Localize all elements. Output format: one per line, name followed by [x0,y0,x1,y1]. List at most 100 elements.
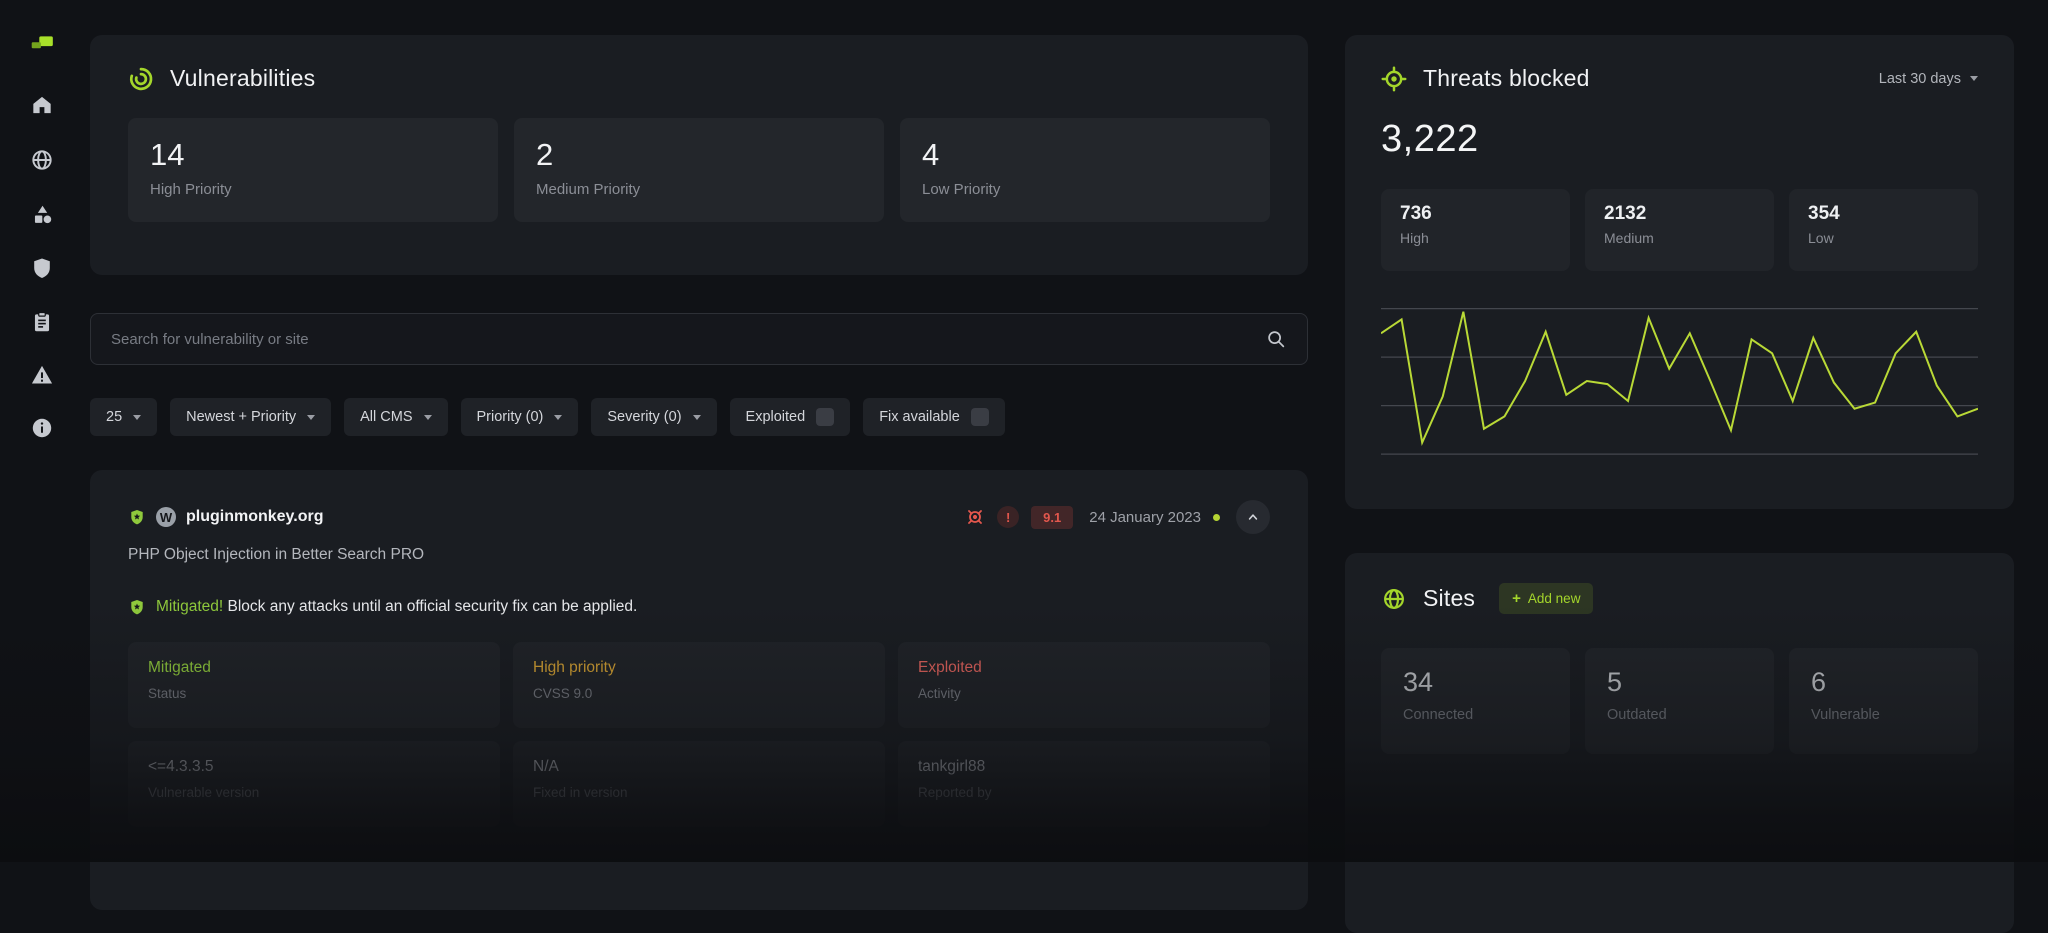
stat-label: Medium Priority [536,181,641,198]
sort-label: Newest + Priority [186,409,297,425]
threat-value: 2132 [1604,203,1647,224]
threat-label: Medium [1604,230,1654,246]
site-value: 34 [1403,667,1434,697]
detail-label: Activity [918,686,961,701]
shield-star-icon [128,598,146,616]
collapse-button[interactable] [1236,500,1270,534]
chevron-down-icon [133,414,142,420]
exploited-checkbox[interactable] [816,408,835,426]
threats-chart-svg [1381,308,1978,455]
detail-label: Vulnerable version [148,785,260,800]
detail-label: Fixed in version [533,785,628,800]
priority-dropdown[interactable]: Priority (0) [460,398,579,436]
mitigated-alert: Mitigated! Block any attacks until an of… [128,598,1270,616]
alert-status: Mitigated! [156,598,224,615]
fix-available-checkbox[interactable] [970,408,989,426]
fix-available-label: Fix available [879,409,960,425]
site-label: Vulnerable [1811,707,1880,723]
patchstack-logo-icon[interactable] [29,32,55,58]
entry-site-link[interactable]: W pluginmonkey.org [128,507,323,527]
plus-icon: + [1512,590,1521,607]
fix-available-filter[interactable]: Fix available [863,398,1005,436]
detail-vulnerable-version: <=4.3.3.5 Vulnerable version [128,741,500,827]
sites-panel: Sites + Add new 34 Connected 5 Outdated … [1345,553,2014,933]
threat-label: High [1400,230,1429,246]
report-clipboard-icon[interactable] [29,309,55,335]
add-new-label: Add new [1527,591,1581,606]
threat-card-medium: 2132 Medium [1585,189,1774,271]
cms-dropdown[interactable]: All CMS [344,398,448,436]
site-label: Connected [1403,707,1474,723]
stat-label: Low Priority [922,181,1001,198]
stat-label: High Priority [150,181,232,198]
cms-label: All CMS [360,409,413,425]
sort-dropdown[interactable]: Newest + Priority [170,398,332,436]
status-dot [1213,513,1220,521]
page-size-label: 25 [106,409,123,425]
stat-value: 14 [150,137,185,172]
detail-fixed-version: N/A Fixed in version [513,741,885,827]
period-label: Last 30 days [1878,70,1961,87]
search-icon[interactable] [1265,328,1287,350]
sidebar [0,0,70,862]
site-card-outdated: 5 Outdated [1585,648,1774,754]
page-size-dropdown[interactable]: 25 [90,398,158,436]
severity-label: Severity (0) [607,409,682,425]
warning-triangle-icon[interactable] [29,362,55,388]
home-icon[interactable] [29,92,55,118]
stat-card-low-priority: 4 Low Priority [900,118,1270,222]
alert-message: Block any attacks until an official secu… [227,598,638,615]
vulnerability-stats: 14 High Priority 2 Medium Priority 4 Low… [128,118,1270,222]
site-label: Outdated [1607,707,1667,723]
add-new-site-button[interactable]: + Add new [1499,583,1594,614]
chevron-down-icon [554,414,563,420]
detail-label: Status [148,686,187,701]
target-icon [1381,65,1407,92]
chevron-down-icon [692,414,701,420]
threat-value: 736 [1400,203,1432,224]
info-icon[interactable] [29,415,55,441]
site-value: 6 [1811,667,1827,697]
threats-title: Threats blocked [1423,65,1590,91]
exploited-target-icon [965,507,985,527]
severity-dropdown[interactable]: Severity (0) [591,398,717,436]
chevron-down-icon [423,414,432,420]
stat-card-high-priority: 14 High Priority [128,118,498,222]
detail-status: Mitigated Status [128,642,500,728]
threats-total: 3,222 [1381,118,1479,160]
detail-activity: Exploited Activity [898,642,1270,728]
chevron-down-icon [307,414,316,420]
site-card-vulnerable: 6 Vulnerable [1789,648,1978,754]
vulnerability-entry-card: W pluginmonkey.org ! 9.1 24 January 2023… [90,470,1308,910]
priority-label: Priority (0) [476,409,544,425]
cvss-score-badge: 9.1 [1031,505,1074,529]
detail-label: CVSS 9.0 [533,686,593,701]
detail-label: Reported by [918,785,992,800]
entry-date: 24 January 2023 [1089,508,1201,526]
sites-stats: 34 Connected 5 Outdated 6 Vulnerable [1381,648,1978,754]
detail-value: N/A [533,758,559,775]
stat-value: 4 [922,137,940,172]
entry-detail-grid: Mitigated Status High priority CVSS 9.0 … [128,642,1270,827]
entry-title: PHP Object Injection in Better Search PR… [128,546,425,563]
threats-stats: 736 High 2132 Medium 354 Low [1381,189,1978,271]
search-bar [90,313,1308,365]
threat-card-high: 736 High [1381,189,1570,271]
search-input[interactable] [111,330,1265,348]
site-card-connected: 34 Connected [1381,648,1570,754]
site-value: 5 [1607,667,1623,697]
detail-value: tankgirl88 [918,758,986,775]
filter-row: 25 Newest + Priority All CMS Priority (0… [90,398,1308,436]
vulnerabilities-swirl-icon [128,66,154,92]
stat-value: 2 [536,137,554,172]
period-dropdown[interactable]: Last 30 days [1879,71,1978,87]
threats-blocked-panel: Threats blocked Last 30 days 3,222 736 H… [1345,35,2014,509]
stat-card-medium-priority: 2 Medium Priority [514,118,884,222]
detail-cvss: High priority CVSS 9.0 [513,642,885,728]
detail-reported-by: tankgirl88 Reported by [898,741,1270,827]
shield-icon[interactable] [29,255,55,281]
threat-value: 354 [1808,203,1840,224]
globe-icon[interactable] [29,147,55,173]
components-icon[interactable] [29,202,55,228]
exploited-filter[interactable]: Exploited [729,398,851,436]
